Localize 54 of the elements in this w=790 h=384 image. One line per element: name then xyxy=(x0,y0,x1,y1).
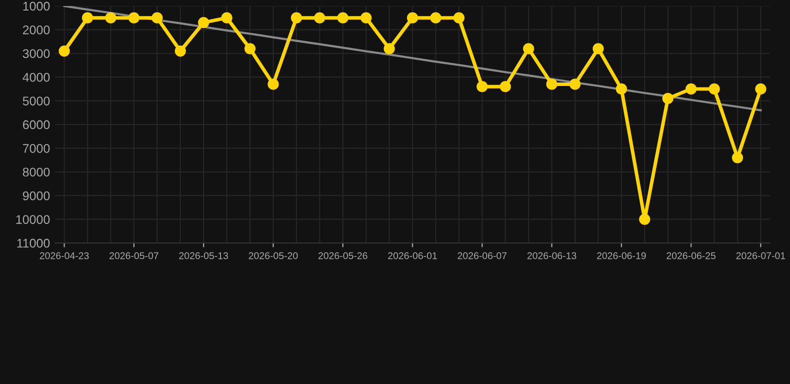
x-tick-label: 2026-06-19 xyxy=(597,252,646,260)
point xyxy=(152,12,163,24)
point xyxy=(732,152,744,164)
point xyxy=(174,45,186,57)
point xyxy=(453,12,464,24)
point xyxy=(686,83,697,95)
point xyxy=(314,12,326,24)
x-tick-label: 2026-06-25 xyxy=(666,252,716,260)
point xyxy=(639,214,650,225)
x-tick-label: 2026-06-01 xyxy=(388,252,437,260)
y-tick-label: 9000 xyxy=(22,191,50,200)
point xyxy=(476,81,488,92)
y-tick-label: 4000 xyxy=(22,72,50,82)
x-tick-label: 2026-05-20 xyxy=(248,252,298,260)
point xyxy=(662,92,674,104)
point xyxy=(244,43,256,54)
point xyxy=(337,12,348,24)
point xyxy=(500,81,511,92)
point xyxy=(708,83,720,95)
y-tick-label: 8000 xyxy=(22,168,50,177)
point xyxy=(430,12,442,24)
line-series xyxy=(63,6,762,112)
y-tick-label: 7000 xyxy=(22,144,50,153)
y-tick-label: 3000 xyxy=(22,49,50,58)
y-tick-label: 6000 xyxy=(22,120,50,130)
point xyxy=(360,12,372,24)
x-tick-label: 2026-05-26 xyxy=(318,252,368,260)
point xyxy=(58,45,70,57)
point xyxy=(592,43,604,54)
point xyxy=(546,78,558,90)
point xyxy=(221,12,232,24)
point xyxy=(406,12,418,24)
point xyxy=(384,43,395,54)
point xyxy=(523,43,534,54)
point xyxy=(105,12,116,24)
y-tick-label: 1000 xyxy=(23,2,50,11)
point xyxy=(755,83,766,95)
point xyxy=(268,78,279,90)
point xyxy=(82,12,94,24)
y-tick-label: 2000 xyxy=(22,26,50,34)
x-tick-label: 2026-06-07 xyxy=(458,252,507,260)
x-tick-label: 2026-04-23 xyxy=(40,252,89,260)
point xyxy=(290,12,302,24)
point xyxy=(569,78,581,90)
x-tick-label: 2026-05-13 xyxy=(179,252,228,260)
x-tick-label: 2026-06-13 xyxy=(527,252,576,260)
y-tick-label: 11000 xyxy=(17,238,50,248)
y-tick-label: 10000 xyxy=(16,215,50,224)
point xyxy=(616,83,627,95)
point xyxy=(128,12,140,24)
y-tick-label: 5000 xyxy=(22,96,50,106)
x-tick-label: 2026-07-01 xyxy=(736,252,786,260)
point xyxy=(198,17,210,28)
x-tick-label: 2026-05-07 xyxy=(110,252,158,260)
